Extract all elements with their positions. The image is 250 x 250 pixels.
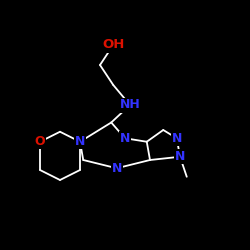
Text: OH: OH xyxy=(102,38,124,52)
Text: NH: NH xyxy=(120,98,141,112)
Text: N: N xyxy=(75,135,85,148)
Text: N: N xyxy=(175,150,185,163)
Text: N: N xyxy=(112,162,122,175)
Text: N: N xyxy=(120,132,130,145)
Text: N: N xyxy=(172,132,182,145)
Text: O: O xyxy=(35,135,45,148)
